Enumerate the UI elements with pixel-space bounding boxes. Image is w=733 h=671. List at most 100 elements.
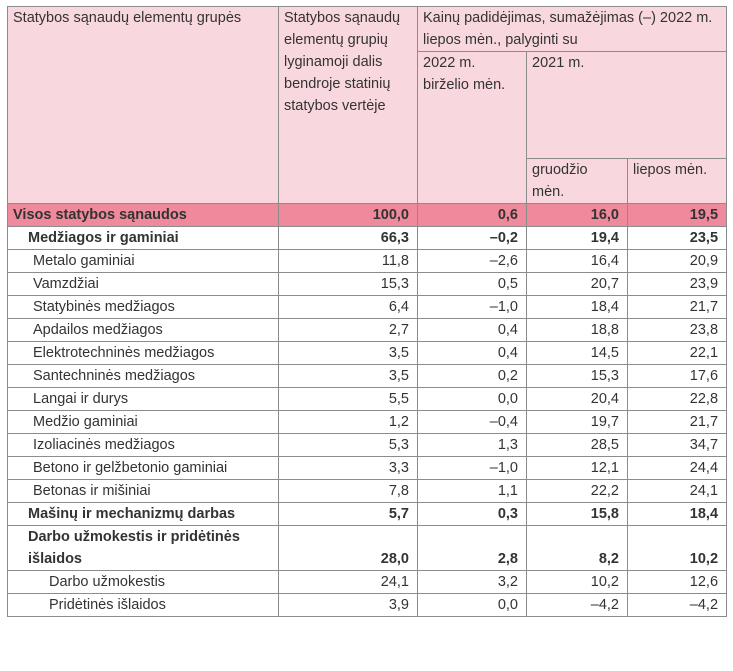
table-row: Vamzdžiai 15,3 0,5 20,7 23,9 [7, 272, 728, 296]
header-december: gruodžio mėn. [526, 158, 628, 204]
row-share: 3,3 [278, 456, 418, 480]
row-change-june-2022: 0,2 [417, 364, 527, 388]
row-change-jul-2021: 24,4 [626, 456, 728, 480]
row-label: Izoliacinės medžiagos [7, 433, 279, 457]
row-change-dec-2021: 20,4 [526, 387, 628, 411]
row-label: Statybinės medžiagos [7, 295, 279, 319]
row-label: Elektrotechninės medžiagos [7, 341, 279, 365]
table-row: Darbo užmokestis ir pridėtinės išlaidos 2… [7, 525, 728, 571]
row-change-dec-2021: 16,4 [526, 249, 628, 273]
row-share: 3,5 [278, 341, 418, 365]
row-change-june-2022: 0,0 [417, 387, 527, 411]
row-change-jul-2021: 20,9 [626, 249, 728, 273]
table-row: Pridėtinės išlaidos 3,9 0,0 –4,2 –4,2 [7, 593, 728, 617]
table-body: Visos statybos sąnaudos 100,0 0,6 16,0 19,5 M… [7, 203, 728, 617]
row-change-june-2022: 1,3 [417, 433, 527, 457]
row-change-dec-2021: 12,1 [526, 456, 628, 480]
row-change-jul-2021: 18,4 [626, 502, 728, 526]
row-change-june-2022: 2,8 [417, 525, 527, 571]
row-change-jul-2021: 23,5 [626, 226, 728, 250]
row-change-june-2022: 0,5 [417, 272, 527, 296]
row-share: 3,9 [278, 593, 418, 617]
row-share: 28,0 [278, 525, 418, 571]
row-change-jul-2021: 22,8 [626, 387, 728, 411]
row-change-dec-2021: 19,4 [526, 226, 628, 250]
table-row: Medžio gaminiai 1,2 –0,4 19,7 21,7 [7, 410, 728, 434]
row-change-june-2022: 0,4 [417, 341, 527, 365]
row-change-june-2022: 3,2 [417, 570, 527, 594]
row-label: Medžio gaminiai [7, 410, 279, 434]
row-label: Betono ir gelžbetonio gaminiai [7, 456, 279, 480]
table-row: Izoliacinės medžiagos 5,3 1,3 28,5 34,7 [7, 433, 728, 457]
row-label: Metalo gaminiai [7, 249, 279, 273]
table-row: Metalo gaminiai 11,8 –2,6 16,4 20,9 [7, 249, 728, 273]
row-change-june-2022: 0,3 [417, 502, 527, 526]
row-share: 15,3 [278, 272, 418, 296]
header-group-label: Statybos sąnaudų elementų grupės [7, 6, 279, 204]
row-share: 5,5 [278, 387, 418, 411]
row-change-dec-2021: 18,8 [526, 318, 628, 342]
row-change-dec-2021: 15,8 [526, 502, 628, 526]
row-label: Santechninės medžiagos [7, 364, 279, 388]
row-label: Darbo užmokestis ir pridėtinės išlaidos [7, 525, 279, 571]
row-change-jul-2021: 21,7 [626, 410, 728, 434]
row-share: 5,3 [278, 433, 418, 457]
row-change-dec-2021: 10,2 [526, 570, 628, 594]
row-change-dec-2021: 20,7 [526, 272, 628, 296]
row-change-jul-2021: 10,2 [626, 525, 728, 571]
row-change-dec-2021: 8,2 [526, 525, 628, 571]
table-row: Santechninės medžiagos 3,5 0,2 15,3 17,6 [7, 364, 728, 388]
price-change-table: Statybos sąnaudų elementų grupės Statybo… [7, 6, 728, 617]
row-change-jul-2021: 21,7 [626, 295, 728, 319]
row-change-jul-2021: 24,1 [626, 479, 728, 503]
row-change-june-2022: 0,0 [417, 593, 527, 617]
row-label: Vamzdžiai [7, 272, 279, 296]
row-label: Mašinų ir mechanizmų darbas [7, 502, 279, 526]
row-change-june-2022: –1,0 [417, 295, 527, 319]
table-row: Betonas ir mišiniai 7,8 1,1 22,2 24,1 [7, 479, 728, 503]
row-change-jul-2021: 23,8 [626, 318, 728, 342]
row-share: 66,3 [278, 226, 418, 250]
row-share: 3,5 [278, 364, 418, 388]
row-change-dec-2021: 18,4 [526, 295, 628, 319]
row-change-dec-2021: 19,7 [526, 410, 628, 434]
row-share: 6,4 [278, 295, 418, 319]
row-change-jul-2021: 22,1 [626, 341, 728, 365]
row-change-jul-2021: –4,2 [626, 593, 728, 617]
table-row: Medžiagos ir gaminiai 66,3 –0,2 19,4 23,5 [7, 226, 728, 250]
row-label: Darbo užmokestis [7, 570, 279, 594]
row-change-dec-2021: 16,0 [526, 203, 628, 227]
row-label: Medžiagos ir gaminiai [7, 226, 279, 250]
row-share: 24,1 [278, 570, 418, 594]
table-row: Mašinų ir mechanizmų darbas 5,7 0,3 15,8 18,… [7, 502, 728, 526]
table-row: Elektrotechninės medžiagos 3,5 0,4 14,5 22,1 [7, 341, 728, 365]
row-share: 7,8 [278, 479, 418, 503]
header-june-2022: 2022 m. birželio mėn. [417, 51, 527, 204]
row-label: Langai ir durys [7, 387, 279, 411]
row-change-jul-2021: 23,9 [626, 272, 728, 296]
row-label: Betonas ir mišiniai [7, 479, 279, 503]
row-label: Pridėtinės išlaidos [7, 593, 279, 617]
row-change-jul-2021: 19,5 [626, 203, 728, 227]
row-change-jul-2021: 17,6 [626, 364, 728, 388]
row-change-june-2022: –0,2 [417, 226, 527, 250]
row-share: 100,0 [278, 203, 418, 227]
row-label: Visos statybos sąnaudos [7, 203, 279, 227]
row-share: 1,2 [278, 410, 418, 434]
row-change-june-2022: 1,1 [417, 479, 527, 503]
table-row: Apdailos medžiagos 2,7 0,4 18,8 23,8 [7, 318, 728, 342]
row-change-jul-2021: 12,6 [626, 570, 728, 594]
row-share: 5,7 [278, 502, 418, 526]
header-year-2021: 2021 m. [525, 51, 728, 159]
row-change-june-2022: –0,4 [417, 410, 527, 434]
row-share: 11,8 [278, 249, 418, 273]
row-change-dec-2021: 22,2 [526, 479, 628, 503]
table-row: Betono ir gelžbetonio gaminiai 3,3 –1,0 12,… [7, 456, 728, 480]
row-change-june-2022: –1,0 [417, 456, 527, 480]
table-row: Langai ir durys 5,5 0,0 20,4 22,8 [7, 387, 728, 411]
table-row: Statybinės medžiagos 6,4 –1,0 18,4 21,7 [7, 295, 728, 319]
table-row: Darbo užmokestis 24,1 3,2 10,2 12,6 [7, 570, 728, 594]
row-change-dec-2021: 14,5 [526, 341, 628, 365]
row-change-dec-2021: –4,2 [526, 593, 628, 617]
row-change-june-2022: 0,6 [417, 203, 527, 227]
